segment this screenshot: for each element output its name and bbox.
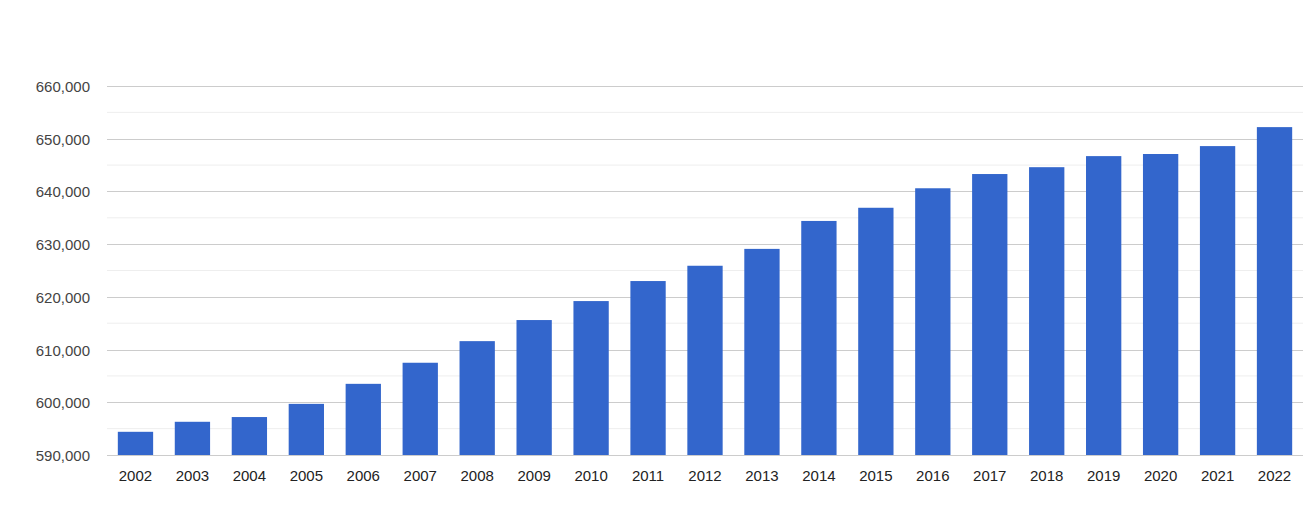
x-tick-label: 2017: [973, 467, 1006, 484]
bar: [516, 320, 551, 455]
x-tick-label: 2011: [632, 467, 664, 484]
x-tick-label: 2004: [233, 467, 266, 484]
x-tick-label: 2013: [745, 467, 778, 484]
grid: [107, 87, 1303, 456]
bar: [175, 422, 210, 455]
bar: [1143, 154, 1178, 455]
grid-line: [107, 455, 1303, 456]
bar: [1086, 156, 1121, 455]
bar: [801, 221, 836, 455]
bar: [289, 404, 324, 455]
grid-line: [107, 191, 1303, 192]
bar: [460, 341, 495, 455]
x-tick-label: 2007: [404, 467, 437, 484]
x-tick-label: 2006: [347, 467, 380, 484]
x-tick-label: 2002: [119, 467, 152, 484]
x-tick-label: 2010: [574, 467, 607, 484]
x-tick-label: 2008: [461, 467, 494, 484]
bar: [687, 266, 722, 455]
bar: [403, 363, 438, 455]
bar: [972, 174, 1007, 455]
bar: [630, 281, 665, 455]
x-tick-label: 2005: [290, 467, 323, 484]
bar: [1029, 167, 1064, 455]
x-tick-label: 2020: [1144, 467, 1177, 484]
grid-line: [107, 244, 1303, 245]
minor-grid-line: [107, 165, 1303, 166]
x-tick-label: 2014: [802, 467, 835, 484]
y-tick-label: 660,000: [36, 78, 90, 95]
y-tick-label: 620,000: [36, 289, 90, 306]
x-tick-label: 2003: [176, 467, 209, 484]
bar: [573, 301, 608, 455]
x-tick-label: 2009: [517, 467, 550, 484]
bar: [858, 208, 893, 455]
y-tick-label: 600,000: [36, 394, 90, 411]
bars: [118, 127, 1292, 455]
chart: 590,000 600,000 610,000 620,000 630,000 640,0…: [0, 0, 1305, 510]
x-tick-label: 2015: [859, 467, 892, 484]
x-tick-label: 2019: [1087, 467, 1120, 484]
bar: [915, 188, 950, 455]
x-tick-label: 2022: [1258, 467, 1291, 484]
y-tick-label: 590,000: [36, 447, 90, 464]
bar: [346, 384, 381, 455]
y-tick-label: 630,000: [36, 236, 90, 253]
x-tick-label: 2021: [1201, 467, 1234, 484]
y-tick-label: 610,000: [36, 342, 90, 359]
bar: [744, 249, 779, 455]
y-tick-label: 650,000: [36, 131, 90, 148]
grid-line: [107, 86, 1303, 87]
bar: [118, 432, 153, 455]
minor-grid-line: [107, 217, 1303, 218]
minor-grid-line: [107, 112, 1303, 113]
bar: [232, 417, 267, 455]
bar: [1200, 146, 1235, 455]
x-tick-label: 2018: [1030, 467, 1063, 484]
bar: [1257, 127, 1292, 455]
x-tick-label: 2012: [688, 467, 721, 484]
grid-line: [107, 139, 1303, 140]
x-tick-label: 2016: [916, 467, 949, 484]
y-tick-label: 640,000: [36, 183, 90, 200]
